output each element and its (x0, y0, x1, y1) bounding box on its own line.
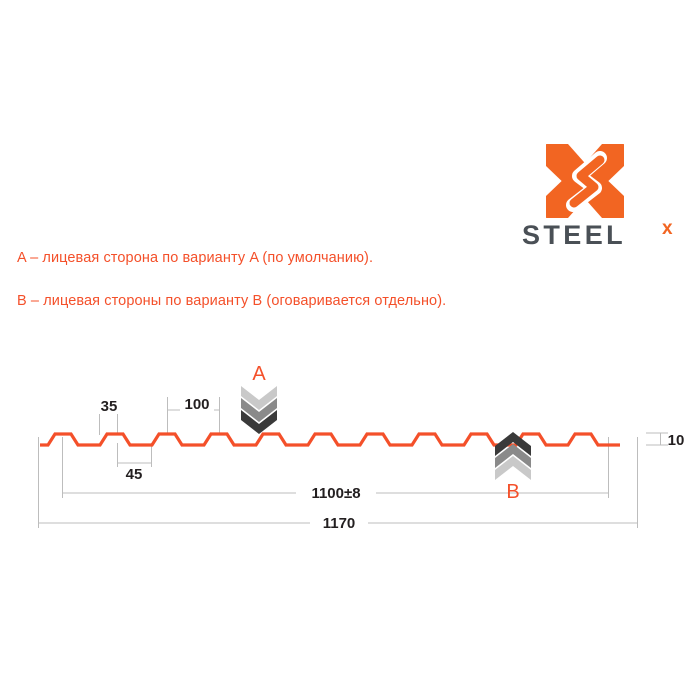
dimension-label-35: 35 (101, 398, 118, 415)
dimension-label-1170: 1170 (323, 515, 356, 532)
marker-a-chevron-2-icon (241, 398, 277, 422)
marker-b-chevron-3-icon (495, 456, 531, 480)
wordmark-superscript-x: x (662, 218, 673, 239)
label-bg-35 (94, 397, 124, 414)
steelx-x-monogram-icon (546, 144, 624, 218)
profile-cross-section (40, 432, 620, 447)
marker-b: B (495, 432, 531, 503)
dimension-label-1100: 1100±8 (311, 485, 360, 502)
steelx-wordmark: STEEL x (522, 218, 673, 250)
steelx-logo: STEEL x (522, 142, 692, 252)
note-variant-b: B – лицевая стороны по варианту B (огова… (17, 293, 447, 309)
marker-a-letter: A (252, 363, 266, 385)
wordmark-steel: STEEL (522, 220, 626, 250)
marker-b-chevron-1-icon (495, 432, 531, 456)
witness-lines (38, 397, 668, 527)
dimension-label-10: 10 (668, 432, 685, 449)
marker-a-chevron-3-icon (241, 410, 277, 434)
marker-b-letter: B (506, 481, 519, 503)
marker-b-chevron-2-icon (495, 444, 531, 468)
note-variant-a: A – лицевая сторона по варианту A (по ум… (17, 250, 374, 266)
marker-a: A (241, 363, 277, 434)
profile-technical-drawing: 35 100 45 10 1100±8 1170 A B (38, 363, 685, 532)
marker-a-chevron-1-icon (241, 386, 277, 410)
label-bg-100 (180, 395, 214, 412)
dimension-label-45: 45 (126, 466, 143, 483)
dimension-label-100: 100 (184, 396, 209, 413)
